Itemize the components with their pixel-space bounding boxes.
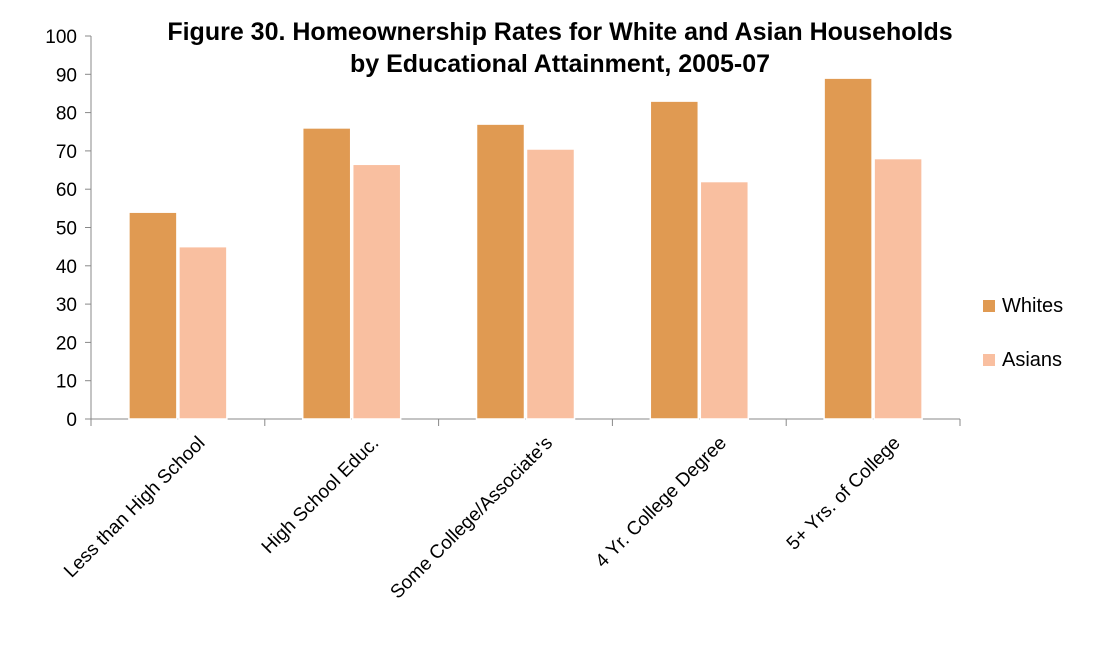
y-tick-label: 10 (56, 372, 77, 393)
x-category-label: 4 Yr. College Degree (592, 433, 731, 572)
y-tick-label: 80 (56, 104, 77, 125)
legend: Whites Asians (983, 295, 1063, 371)
bar-whites-0 (128, 211, 178, 420)
bar-whites-2 (475, 123, 526, 420)
chart-title: Figure 30. Homeownership Rates for White… (167, 18, 952, 46)
y-tick-label: 30 (56, 295, 77, 316)
y-tick-label: 60 (56, 180, 77, 201)
bar-whites-1 (301, 127, 352, 420)
y-axis: 0 10 20 30 40 50 60 70 80 90 100 (45, 27, 92, 431)
bar-whites-4 (823, 77, 873, 420)
chart-subtitle: by Educational Attainment, 2005-07 (350, 50, 770, 78)
legend-label-asians: Asians (1002, 349, 1062, 371)
legend-swatch-whites (983, 300, 995, 312)
x-category-label: 5+ Yrs. of College (783, 433, 905, 555)
x-category-label: Less than High School (60, 433, 209, 582)
bar-asians-2 (525, 148, 576, 420)
y-tick-label: 40 (56, 257, 77, 278)
y-tick-label: 50 (56, 219, 77, 240)
x-category-label: Some College/Associate's (387, 433, 558, 604)
bar-asians-1 (351, 163, 402, 420)
bar-asians-4 (873, 157, 923, 420)
legend-swatch-asians (983, 354, 995, 366)
y-tick-label: 90 (56, 65, 77, 86)
bar-asians-3 (699, 180, 750, 420)
bar-asians-0 (178, 245, 228, 420)
legend-label-whites: Whites (1002, 295, 1063, 317)
y-tick-label: 70 (56, 142, 77, 163)
bar-whites-3 (649, 100, 700, 420)
x-axis: Less than High School High School Educ. So… (60, 418, 961, 604)
y-tick-label: 0 (66, 410, 77, 431)
y-tick-label: 100 (45, 27, 77, 48)
bars (128, 77, 923, 420)
y-tick-label: 20 (56, 333, 77, 354)
x-category-label: High School Educ. (258, 433, 383, 558)
